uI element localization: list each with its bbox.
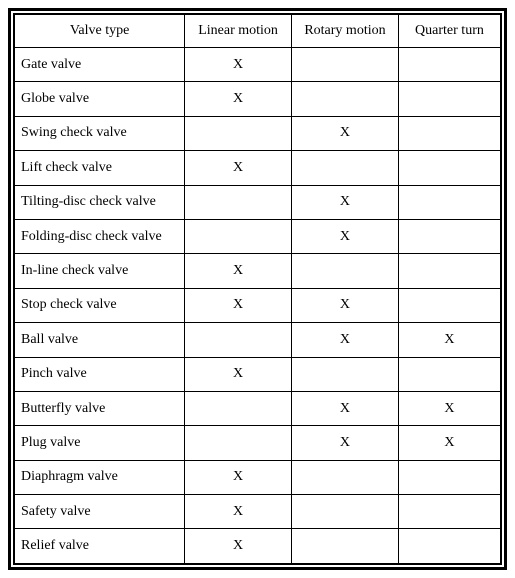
table-inner-border: Valve type Linear motion Rotary motion Q… xyxy=(13,13,502,565)
rotary-cell: X xyxy=(292,116,399,150)
col-header-quarter: Quarter turn xyxy=(398,15,500,48)
linear-cell: X xyxy=(185,82,292,116)
valve-name-cell: Butterfly valve xyxy=(15,391,185,425)
table-row: Folding-disc check valve X xyxy=(15,219,501,253)
valve-name-cell: In-line check valve xyxy=(15,254,185,288)
table-row: Gate valveX xyxy=(15,48,501,82)
valve-name-cell: Lift check valve xyxy=(15,151,185,185)
quarter-cell xyxy=(398,529,500,564)
col-header-rotary: Rotary motion xyxy=(292,15,399,48)
valve-motion-table: Valve type Linear motion Rotary motion Q… xyxy=(14,14,501,564)
linear-cell: X xyxy=(185,495,292,529)
quarter-cell: X xyxy=(398,426,500,460)
rotary-cell: X xyxy=(292,391,399,425)
valve-name-cell: Plug valve xyxy=(15,426,185,460)
table-row: Diaphragm valveX xyxy=(15,460,501,494)
table-row: Pinch valveX xyxy=(15,357,501,391)
quarter-cell xyxy=(398,151,500,185)
linear-cell: X xyxy=(185,529,292,564)
linear-cell: X xyxy=(185,254,292,288)
rotary-cell: X xyxy=(292,426,399,460)
linear-cell xyxy=(185,116,292,150)
quarter-cell xyxy=(398,288,500,322)
valve-name-cell: Globe valve xyxy=(15,82,185,116)
table-row: Globe valveX xyxy=(15,82,501,116)
table-row: In-line check valveX xyxy=(15,254,501,288)
quarter-cell xyxy=(398,48,500,82)
table-header-row: Valve type Linear motion Rotary motion Q… xyxy=(15,15,501,48)
table-body: Gate valveX Globe valveX Swing check val… xyxy=(15,48,501,564)
rotary-cell xyxy=(292,254,399,288)
linear-cell xyxy=(185,391,292,425)
col-header-linear: Linear motion xyxy=(185,15,292,48)
quarter-cell xyxy=(398,495,500,529)
valve-name-cell: Safety valve xyxy=(15,495,185,529)
valve-name-cell: Pinch valve xyxy=(15,357,185,391)
linear-cell xyxy=(185,219,292,253)
linear-cell: X xyxy=(185,48,292,82)
table-row: Plug valve XX xyxy=(15,426,501,460)
linear-cell xyxy=(185,185,292,219)
rotary-cell xyxy=(292,82,399,116)
quarter-cell xyxy=(398,82,500,116)
col-header-valve-type: Valve type xyxy=(15,15,185,48)
rotary-cell xyxy=(292,529,399,564)
valve-name-cell: Gate valve xyxy=(15,48,185,82)
linear-cell: X xyxy=(185,357,292,391)
table-row: Relief valveX xyxy=(15,529,501,564)
valve-name-cell: Relief valve xyxy=(15,529,185,564)
quarter-cell: X xyxy=(398,323,500,357)
linear-cell xyxy=(185,323,292,357)
rotary-cell xyxy=(292,48,399,82)
rotary-cell xyxy=(292,357,399,391)
valve-name-cell: Tilting-disc check valve xyxy=(15,185,185,219)
table-row: Butterfly valve XX xyxy=(15,391,501,425)
quarter-cell xyxy=(398,254,500,288)
rotary-cell xyxy=(292,495,399,529)
linear-cell: X xyxy=(185,151,292,185)
rotary-cell: X xyxy=(292,219,399,253)
quarter-cell xyxy=(398,460,500,494)
valve-name-cell: Diaphragm valve xyxy=(15,460,185,494)
table-row: Tilting-disc check valve X xyxy=(15,185,501,219)
quarter-cell xyxy=(398,219,500,253)
rotary-cell xyxy=(292,460,399,494)
table-row: Stop check valveXX xyxy=(15,288,501,322)
valve-name-cell: Swing check valve xyxy=(15,116,185,150)
linear-cell: X xyxy=(185,288,292,322)
rotary-cell: X xyxy=(292,288,399,322)
quarter-cell: X xyxy=(398,391,500,425)
table-outer-border: Valve type Linear motion Rotary motion Q… xyxy=(8,8,507,570)
valve-name-cell: Stop check valve xyxy=(15,288,185,322)
valve-name-cell: Ball valve xyxy=(15,323,185,357)
linear-cell xyxy=(185,426,292,460)
table-row: Ball valve XX xyxy=(15,323,501,357)
table-row: Safety valveX xyxy=(15,495,501,529)
rotary-cell: X xyxy=(292,323,399,357)
valve-name-cell: Folding-disc check valve xyxy=(15,219,185,253)
table-row: Lift check valveX xyxy=(15,151,501,185)
quarter-cell xyxy=(398,357,500,391)
rotary-cell: X xyxy=(292,185,399,219)
table-row: Swing check valve X xyxy=(15,116,501,150)
rotary-cell xyxy=(292,151,399,185)
quarter-cell xyxy=(398,185,500,219)
quarter-cell xyxy=(398,116,500,150)
linear-cell: X xyxy=(185,460,292,494)
